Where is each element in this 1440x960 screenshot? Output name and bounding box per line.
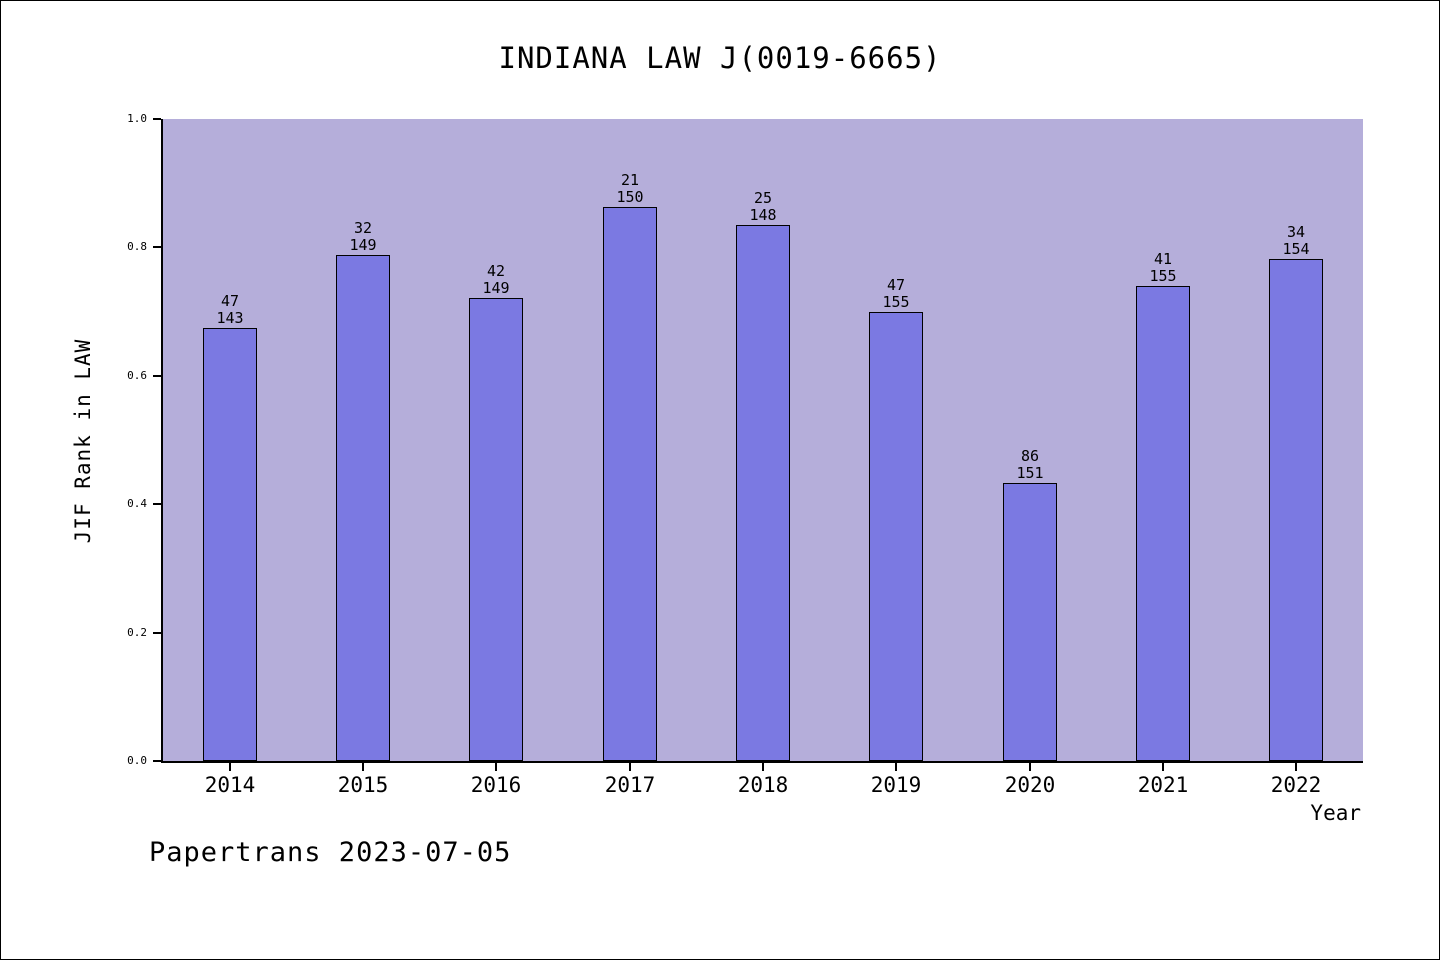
bar-annotation-rank: 47 [220, 292, 240, 310]
x-tick-label-2015: 2015 [337, 773, 389, 797]
x-tick-label-2022: 2022 [1270, 773, 1322, 797]
bar-annotation-2016: 42 149 [436, 263, 556, 297]
bar-annotation-2015: 32 149 [303, 220, 423, 254]
bar-2014 [203, 328, 257, 761]
x-tick-mark-2017 [629, 763, 631, 771]
bar-annotation-2014: 47 143 [170, 293, 290, 327]
x-tick-label-2021: 2021 [1137, 773, 1189, 797]
x-tick-mark-2022 [1295, 763, 1297, 771]
y-tick-label-0.2: 0.2 [127, 626, 147, 639]
plot-area: 47 143 2014 32 149 2015 42 149 2016 21 150 2017 25 14… [127, 113, 1363, 797]
y-tick-label-0.4: 0.4 [127, 497, 147, 510]
bar-2016 [469, 298, 523, 761]
bar-annotation-total: 155 [882, 293, 910, 311]
x-tick-label-2018: 2018 [737, 773, 789, 797]
bar-annotation-total: 155 [1149, 267, 1177, 285]
x-tick-label-2016: 2016 [470, 773, 522, 797]
y-tick-mark-0.4 [153, 503, 161, 505]
bar-2022 [1269, 259, 1323, 761]
bar-2018 [736, 225, 790, 761]
x-tick-mark-2020 [1029, 763, 1031, 771]
bar-annotation-rank: 34 [1286, 223, 1306, 241]
x-tick-mark-2016 [495, 763, 497, 771]
bar-annotation-rank: 47 [886, 276, 906, 294]
bar-annotation-rank: 41 [1153, 250, 1173, 268]
y-tick-mark-0.2 [153, 632, 161, 634]
x-tick-label-2019: 2019 [870, 773, 922, 797]
x-tick-mark-2019 [895, 763, 897, 771]
bar-annotation-2019: 47 155 [836, 277, 956, 311]
x-tick-label-2020: 2020 [1004, 773, 1056, 797]
chart-title: INDIANA LAW J(0019-6665) [498, 41, 942, 75]
y-tick-mark-0.6 [153, 375, 161, 377]
bar-annotation-total: 151 [1016, 464, 1044, 482]
x-tick-label-2014: 2014 [204, 773, 256, 797]
y-tick-label-0.8: 0.8 [127, 240, 147, 253]
x-tick-mark-2014 [229, 763, 231, 771]
y-tick-mark-0.8 [153, 246, 161, 248]
x-tick-label-2017: 2017 [604, 773, 656, 797]
bar-annotation-2020: 86 151 [970, 448, 1090, 482]
bar-annotation-rank: 86 [1020, 447, 1040, 465]
bar-annotation-rank: 32 [353, 219, 373, 237]
bar-annotation-rank: 42 [486, 262, 506, 280]
bar-annotation-2018: 25 148 [703, 190, 823, 224]
bar-annotation-rank: 25 [753, 189, 773, 207]
bar-2020 [1003, 483, 1057, 761]
x-axis-label: Year [1310, 801, 1361, 825]
bar-2019 [869, 312, 923, 761]
bar-annotation-total: 149 [349, 236, 377, 254]
bar-2017 [603, 207, 657, 761]
bar-annotation-total: 143 [216, 309, 244, 327]
bar-annotation-2022: 34 154 [1236, 224, 1356, 258]
y-axis-label: JIF Rank in LAW [71, 338, 95, 544]
footer-watermark: Papertrans 2023-07-05 [149, 837, 512, 868]
x-tick-mark-2018 [762, 763, 764, 771]
bar-annotation-2017: 21 150 [570, 172, 690, 206]
bar-annotation-total: 154 [1282, 240, 1310, 258]
x-tick-mark-2021 [1162, 763, 1164, 771]
y-tick-mark-1.0 [153, 118, 161, 120]
y-tick-label-1.0: 1.0 [127, 112, 147, 125]
bar-annotation-total: 148 [749, 206, 777, 224]
y-tick-label-0.0: 0.0 [127, 754, 147, 767]
bar-2015 [336, 255, 390, 761]
x-tick-mark-2015 [362, 763, 364, 771]
bar-annotation-total: 149 [482, 279, 510, 297]
bar-2021 [1136, 286, 1190, 761]
bar-annotation-2021: 41 155 [1103, 251, 1223, 285]
y-tick-label-0.6: 0.6 [127, 369, 147, 382]
y-tick-mark-0.0 [153, 760, 161, 762]
bar-annotation-total: 150 [616, 188, 644, 206]
bar-annotation-rank: 21 [620, 171, 640, 189]
